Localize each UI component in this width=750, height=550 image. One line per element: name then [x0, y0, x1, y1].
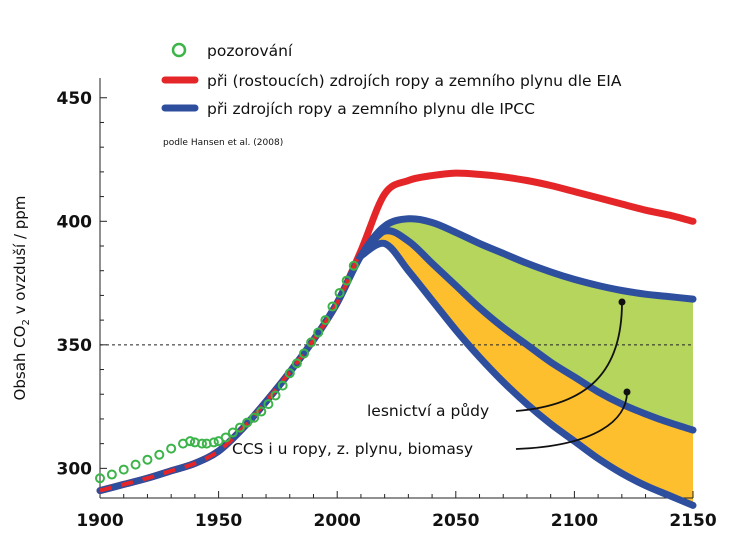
observed-point: [306, 337, 317, 348]
observed-point: [166, 443, 177, 454]
series-ipcc-mid-line: [357, 227, 697, 434]
axis-ticks: 1900 1950 2000 2050 2100 2150 300 350 400 450: [57, 89, 717, 531]
annotation-forestry-leader: [515, 301, 623, 412]
observed-point: [270, 390, 281, 401]
observed-point: [284, 368, 295, 379]
annotation-ccs-leader: [515, 391, 628, 450]
annotation-ccs-dot: [623, 388, 631, 396]
observed-point: [185, 436, 196, 447]
observed-point: [320, 315, 331, 326]
observed-point: [256, 406, 267, 417]
observed-point: [298, 348, 309, 359]
legend-eia-label: při (rostoucích) zdrojích ropy a zemního…: [207, 72, 622, 90]
observed-point: [154, 449, 165, 460]
x-tick-label: 2150: [669, 511, 716, 531]
y-tick-label: 350: [57, 336, 93, 356]
legend-ipcc-label: při zdrojích ropy a zemního plynu dle IP…: [207, 100, 535, 118]
series-layer: [96, 169, 697, 509]
observed-point: [118, 464, 129, 475]
x-tick-label: 1950: [195, 511, 242, 531]
annotation-forestry: lesnictví a půdy: [367, 402, 489, 420]
legend-observed-label: pozorování: [207, 42, 293, 60]
legend-observed-marker: [171, 42, 187, 58]
observed-point: [334, 287, 345, 298]
annotation-forestry-dot: [618, 298, 626, 306]
observed-point: [234, 422, 245, 433]
observed-point: [208, 437, 219, 448]
y-tick-label: 450: [57, 89, 93, 109]
annotations: lesnictví a půdy CCS i u ropy, z. plynu,…: [232, 298, 631, 458]
observed-point: [95, 473, 105, 484]
y-axis-label-part2: v ovzduší / ppm: [11, 196, 29, 320]
series-ipcc-line: [96, 215, 697, 495]
observed-point: [242, 417, 253, 428]
observed-point: [227, 427, 238, 438]
observed-point: [106, 469, 117, 480]
y-axis-label-part1: Obsah CO: [11, 326, 29, 401]
x-tick-label: 2000: [314, 511, 361, 531]
series-ipcc-low-line: [357, 239, 697, 509]
series-eia-historical-dashes: [99, 250, 363, 493]
x-tick-label: 1900: [76, 511, 123, 531]
x-tick-label: 2050: [432, 511, 479, 531]
observed-point: [291, 358, 302, 369]
y-axis-label: Obsah CO2 v ovzduší / ppm: [11, 196, 32, 401]
y-axis-label-subscript: 2: [21, 319, 32, 325]
observed-point: [341, 275, 352, 286]
observed-point: [130, 459, 141, 470]
x-tick-label: 2100: [551, 511, 598, 531]
observed-point: [196, 438, 207, 449]
band-ccs: [360, 231, 693, 506]
observed-point: [277, 380, 288, 391]
observed-point: [220, 432, 231, 443]
observed-point: [313, 327, 324, 338]
observed-point: [327, 301, 338, 312]
observed-point: [263, 399, 274, 410]
observed-point: [142, 454, 153, 465]
axes: [99, 78, 693, 499]
y-tick-label: 400: [57, 212, 93, 232]
legend: pozorování při (rostoucích) zdrojích rop…: [161, 42, 622, 148]
source-note: podle Hansen et al. (2008): [163, 138, 283, 148]
observed-point: [249, 412, 260, 423]
observed-point: [348, 260, 359, 271]
y-tick-label: 300: [57, 459, 93, 479]
annotation-ccs: CCS i u ropy, z. plynu, biomasy: [232, 440, 473, 458]
observed-points: [95, 260, 359, 484]
